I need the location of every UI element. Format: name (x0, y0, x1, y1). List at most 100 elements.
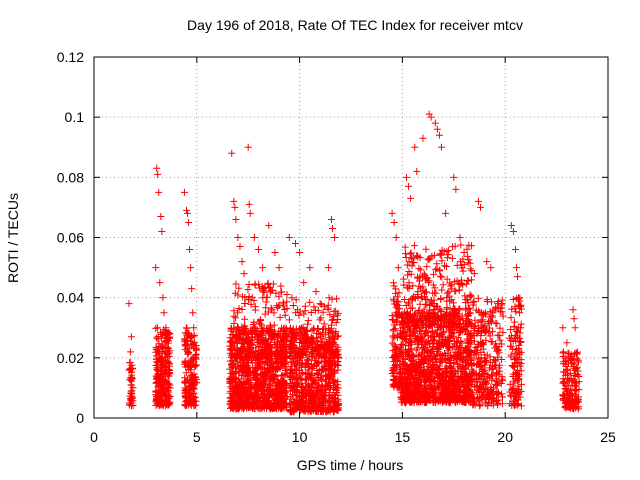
data-point (229, 368, 237, 376)
data-point (155, 340, 163, 348)
data-point (257, 363, 265, 371)
data-point (328, 295, 336, 303)
data-point (238, 396, 246, 404)
data-point (277, 282, 285, 290)
data-point (125, 300, 133, 308)
data-point (243, 404, 251, 412)
data-point (153, 394, 161, 402)
data-point (226, 346, 234, 354)
data-point (153, 366, 161, 374)
data-point (288, 294, 296, 302)
data-point (320, 320, 328, 328)
data-point (285, 234, 293, 241)
data-point (304, 317, 312, 325)
data-point (388, 339, 396, 347)
data-point (189, 374, 197, 382)
data-point (392, 234, 400, 241)
data-point (152, 324, 160, 332)
data-point (266, 371, 274, 379)
data-point (154, 396, 162, 404)
data-point (239, 362, 247, 370)
data-point (241, 370, 249, 378)
data-point (464, 277, 472, 285)
data-point (183, 340, 191, 348)
data-point (226, 394, 234, 402)
data-point (233, 383, 241, 391)
data-point (152, 362, 160, 370)
data-point (234, 234, 242, 241)
data-point (228, 337, 236, 345)
data-point (394, 264, 402, 272)
data-point (230, 405, 238, 413)
data-point (296, 249, 304, 257)
data-point (249, 371, 257, 379)
data-point (456, 234, 464, 241)
data-point (417, 266, 425, 274)
data-point (153, 352, 161, 360)
data-point (187, 264, 195, 272)
data-point (509, 295, 517, 303)
data-point (191, 362, 199, 370)
data-point (159, 294, 167, 302)
data-point (306, 298, 314, 306)
data-point (452, 185, 460, 193)
data-point (165, 365, 173, 373)
data-point (279, 371, 287, 379)
data-point (154, 170, 162, 178)
data-point (395, 289, 403, 297)
data-point (248, 329, 256, 337)
data-point (273, 344, 281, 352)
data-point (152, 391, 160, 399)
y-tick-label: 0.12 (57, 49, 84, 65)
data-point (152, 264, 160, 272)
data-point (256, 403, 264, 411)
data-point (184, 209, 192, 217)
data-point (191, 362, 199, 370)
data-point (304, 320, 312, 328)
data-point (280, 394, 288, 402)
y-tick-label: 0.04 (57, 290, 84, 306)
data-point (291, 240, 299, 248)
data-point (306, 264, 314, 272)
data-point (405, 182, 413, 190)
data-point (240, 375, 248, 383)
data-point (158, 227, 166, 235)
data-point (507, 314, 515, 322)
data-point (238, 380, 246, 388)
data-point (265, 221, 273, 229)
data-point (459, 267, 467, 275)
data-point (188, 285, 196, 293)
x-axis-label: GPS time / hours (297, 457, 404, 473)
data-point (431, 119, 439, 127)
data-point (254, 398, 262, 406)
data-point (238, 258, 246, 266)
data-point (261, 394, 269, 402)
data-point (248, 340, 256, 348)
data-point (301, 302, 309, 310)
data-point (188, 383, 196, 391)
data-point (153, 164, 161, 172)
data-point (563, 339, 571, 347)
data-point (251, 401, 259, 409)
data-point (254, 389, 262, 397)
data-point (190, 397, 198, 405)
data-point (409, 304, 417, 312)
data-point (229, 384, 237, 392)
data-point (268, 391, 276, 399)
data-point (400, 275, 408, 283)
data-point (230, 197, 238, 205)
data-point (183, 333, 191, 341)
data-point (230, 319, 238, 327)
data-point (282, 334, 290, 342)
data-point (250, 401, 258, 409)
data-point (265, 375, 273, 383)
data-point (186, 363, 194, 371)
chart-title: Day 196 of 2018, Rate Of TEC Index for r… (187, 17, 523, 33)
data-point (183, 206, 191, 214)
data-point (316, 316, 324, 324)
data-point (275, 385, 283, 393)
data-point (327, 215, 335, 223)
data-point (238, 305, 246, 313)
data-point (158, 364, 166, 371)
